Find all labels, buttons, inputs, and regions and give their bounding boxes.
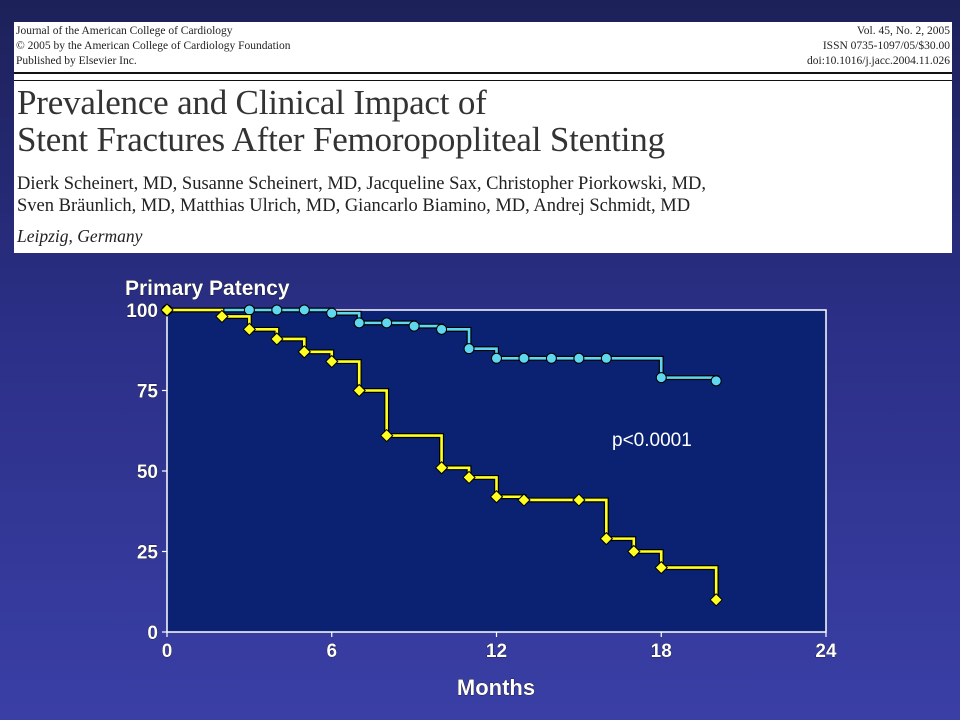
issue-line: doi:10.1016/j.jacc.2004.11.026 bbox=[807, 55, 950, 67]
header-rule-thin bbox=[14, 80, 952, 81]
data-point bbox=[709, 593, 723, 607]
data-point bbox=[243, 304, 255, 316]
data-point bbox=[545, 352, 557, 364]
x-axis-label: Months bbox=[457, 675, 535, 700]
data-point bbox=[573, 352, 585, 364]
author-list: Dierk Scheinert, MD, Susanne Scheinert, … bbox=[17, 173, 706, 217]
series-line bbox=[167, 308, 718, 600]
data-point bbox=[491, 352, 502, 364]
data-point bbox=[489, 490, 504, 504]
data-point bbox=[436, 323, 448, 335]
y-tick-label: 75 bbox=[137, 382, 159, 403]
journal-line: Journal of the American College of Cardi… bbox=[16, 25, 233, 37]
y-tick-label: 100 bbox=[126, 301, 158, 322]
article-header: Journal of the American College of Cardi… bbox=[14, 22, 952, 253]
data-point bbox=[627, 544, 641, 559]
data-point bbox=[160, 303, 174, 317]
p-value-annotation: p<0.0001 bbox=[612, 430, 692, 451]
data-point bbox=[352, 383, 366, 398]
chart-title: Primary Patency bbox=[125, 277, 290, 300]
data-point bbox=[297, 345, 311, 359]
issue-info: Vol. 45, No. 2, 2005 ISSN 0735-1097/05/$… bbox=[807, 24, 950, 69]
data-point bbox=[572, 493, 586, 507]
data-point bbox=[270, 332, 284, 346]
data-point bbox=[463, 343, 475, 355]
y-tick-label: 0 bbox=[147, 623, 158, 644]
title-line: Stent Fractures After Femoropopliteal St… bbox=[17, 120, 665, 159]
x-tick-label: 24 bbox=[815, 641, 837, 662]
data-point bbox=[518, 352, 530, 364]
data-point bbox=[710, 375, 722, 387]
data-point bbox=[408, 320, 420, 332]
data-point bbox=[379, 428, 394, 443]
issue-line: Vol. 45, No. 2, 2005 bbox=[856, 25, 950, 37]
data-point bbox=[215, 309, 229, 324]
axes-group: 0 6 12 18 24 0 25 50 75 100 bbox=[126, 301, 837, 663]
data-point bbox=[517, 493, 531, 507]
data-point bbox=[381, 317, 393, 329]
x-tick-label: 12 bbox=[486, 641, 507, 662]
data-point bbox=[600, 352, 612, 364]
journal-info: Journal of the American College of Cardi… bbox=[16, 24, 290, 69]
data-point bbox=[654, 560, 668, 575]
data-point bbox=[462, 470, 476, 485]
data-point bbox=[353, 317, 365, 329]
data-point bbox=[271, 304, 283, 316]
x-tick-label: 18 bbox=[651, 641, 672, 662]
y-tick-label: 50 bbox=[137, 462, 158, 483]
data-point bbox=[434, 461, 449, 475]
x-tick-label: 0 bbox=[162, 641, 173, 662]
issue-line: ISSN 0735-1097/05/$30.00 bbox=[822, 40, 950, 52]
y-tick-label: 25 bbox=[137, 543, 159, 564]
data-point bbox=[655, 372, 667, 384]
data-point bbox=[325, 354, 339, 369]
series-group bbox=[160, 303, 723, 607]
data-point bbox=[242, 322, 257, 337]
series-1 bbox=[161, 304, 722, 387]
data-point bbox=[326, 307, 338, 319]
article-title: Prevalence and Clinical Impact of Stent … bbox=[17, 84, 665, 158]
series-2 bbox=[160, 303, 723, 607]
journal-line: © 2005 by the American College of Cardio… bbox=[16, 40, 291, 52]
author-line: Sven Bräunlich, MD, Matthias Ulrich, MD,… bbox=[17, 196, 691, 216]
author-line: Dierk Scheinert, MD, Susanne Scheinert, … bbox=[17, 174, 707, 194]
journal-line: Published by Elsevier Inc. bbox=[16, 55, 137, 67]
data-point bbox=[599, 531, 614, 546]
header-rule bbox=[14, 72, 952, 74]
author-location: Leipzig, Germany bbox=[17, 226, 143, 246]
title-line: Prevalence and Clinical Impact of bbox=[17, 83, 487, 122]
data-point bbox=[298, 304, 310, 316]
x-tick-label: 6 bbox=[326, 641, 337, 662]
